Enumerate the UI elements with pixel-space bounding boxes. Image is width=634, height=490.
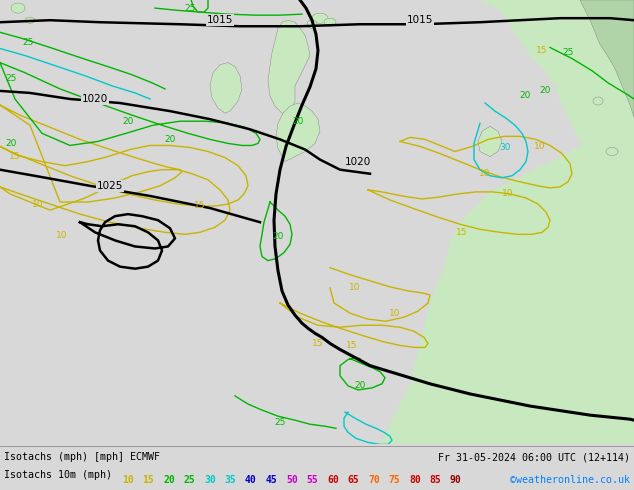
Polygon shape [480, 0, 634, 444]
Polygon shape [593, 97, 603, 105]
Text: Isotachs (mph) [mph] ECMWF: Isotachs (mph) [mph] ECMWF [4, 452, 160, 463]
Text: 80: 80 [409, 475, 421, 485]
Text: 30: 30 [204, 475, 216, 485]
Polygon shape [268, 20, 310, 113]
Text: 50: 50 [286, 475, 298, 485]
Text: 25: 25 [22, 38, 34, 47]
Polygon shape [312, 13, 328, 23]
Polygon shape [307, 20, 317, 28]
Text: 15: 15 [346, 341, 358, 350]
Text: 35: 35 [224, 475, 236, 485]
Text: 20: 20 [164, 135, 176, 144]
Text: 25: 25 [562, 48, 574, 57]
Polygon shape [324, 18, 336, 26]
Text: 90: 90 [450, 475, 462, 485]
Text: 10: 10 [502, 190, 514, 198]
Text: 40: 40 [245, 475, 257, 485]
Text: 10: 10 [32, 199, 44, 209]
Polygon shape [210, 63, 242, 113]
Polygon shape [606, 147, 618, 155]
Text: 20: 20 [5, 139, 16, 148]
Text: 20: 20 [122, 117, 134, 126]
Text: 1020: 1020 [345, 157, 372, 167]
Text: 30: 30 [499, 143, 511, 152]
Text: 15: 15 [143, 475, 154, 485]
Polygon shape [276, 103, 320, 162]
Text: 45: 45 [266, 475, 277, 485]
Text: Isotachs 10m (mph): Isotachs 10m (mph) [4, 470, 112, 480]
Text: 20: 20 [354, 381, 366, 391]
Text: 10: 10 [389, 309, 401, 318]
Polygon shape [478, 126, 502, 157]
Text: 10: 10 [479, 169, 491, 178]
Text: 70: 70 [368, 475, 380, 485]
Text: 20: 20 [163, 475, 175, 485]
Text: 60: 60 [327, 475, 339, 485]
Text: 1025: 1025 [97, 181, 123, 191]
Text: 25: 25 [275, 417, 286, 427]
Text: 20: 20 [519, 92, 531, 100]
Text: 10: 10 [56, 231, 68, 240]
Text: 20: 20 [540, 86, 551, 96]
Text: ©weatheronline.co.uk: ©weatheronline.co.uk [510, 475, 630, 485]
Text: 25: 25 [184, 3, 196, 13]
Text: 15: 15 [313, 339, 324, 348]
Polygon shape [380, 136, 634, 444]
Polygon shape [25, 17, 35, 23]
Text: 15: 15 [456, 228, 468, 237]
Text: 1015: 1015 [407, 15, 433, 25]
Text: 85: 85 [429, 475, 441, 485]
Text: 10: 10 [349, 283, 361, 293]
Text: 65: 65 [347, 475, 359, 485]
Text: 10: 10 [534, 142, 546, 151]
Text: 1020: 1020 [82, 94, 108, 104]
Text: Fr 31-05-2024 06:00 UTC (12+114): Fr 31-05-2024 06:00 UTC (12+114) [438, 452, 630, 463]
Text: 15: 15 [194, 200, 206, 210]
Text: 10: 10 [122, 475, 134, 485]
Polygon shape [11, 3, 25, 13]
Text: 25: 25 [5, 74, 16, 83]
Text: 15: 15 [536, 46, 548, 55]
Text: 25: 25 [183, 475, 195, 485]
Text: 75: 75 [389, 475, 400, 485]
Text: 1015: 1015 [207, 15, 233, 25]
Polygon shape [580, 0, 634, 117]
Text: 15: 15 [10, 152, 21, 161]
Polygon shape [540, 0, 634, 126]
Text: 20: 20 [273, 232, 283, 241]
Text: 55: 55 [306, 475, 318, 485]
Text: 20: 20 [292, 117, 304, 126]
